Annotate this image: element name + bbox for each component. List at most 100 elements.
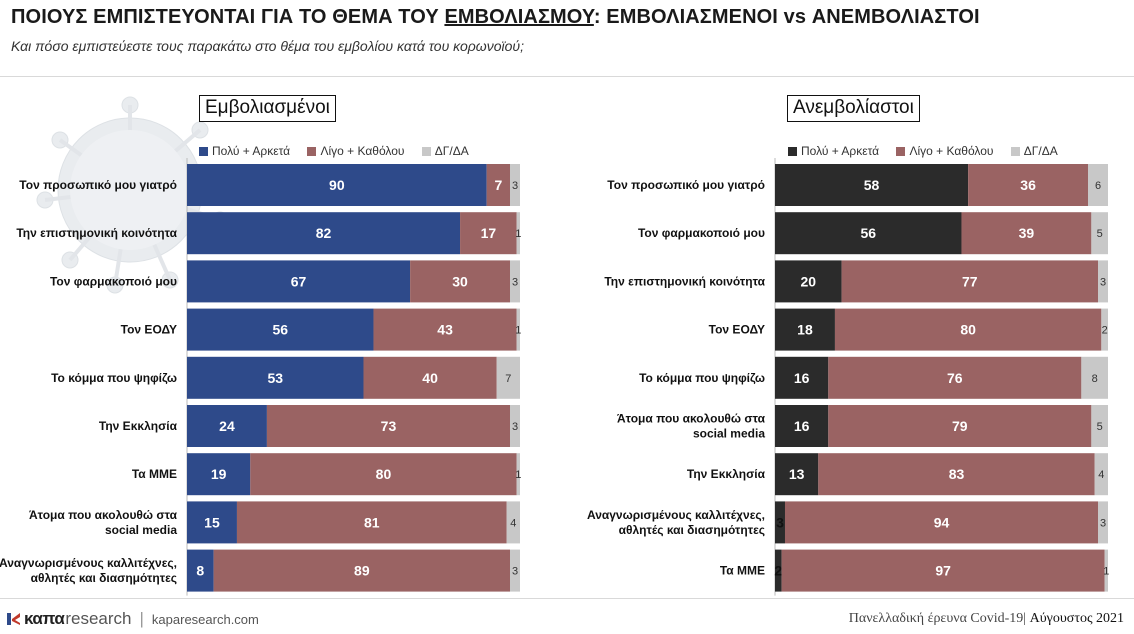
data-label-dk: 1 [515, 325, 521, 337]
data-label-low: 94 [934, 514, 950, 530]
bar-segment-low [236, 501, 507, 544]
data-label-low: 80 [960, 322, 976, 338]
legend-swatch-dk [421, 146, 431, 156]
data-label-dk: 4 [1098, 469, 1104, 481]
data-label-dk: 5 [1097, 421, 1103, 433]
category-label: Τα ΜΜΕ [132, 467, 177, 481]
data-label-dk: 1 [515, 469, 521, 481]
bar-segment-dk [1098, 260, 1108, 303]
data-label-low: 83 [949, 466, 965, 482]
header-divider [0, 76, 1134, 77]
vaccinated-panel-title: Εμβολιασμένοι [199, 95, 336, 122]
bar-segment-low [961, 212, 1092, 255]
data-label-high: 53 [267, 370, 283, 386]
data-label-high: 58 [864, 177, 880, 193]
data-label-low: 39 [1019, 225, 1035, 241]
category-label: Την Εκκλησία [687, 467, 766, 481]
data-label-high: 19 [211, 466, 227, 482]
data-label-dk: 7 [505, 373, 511, 385]
bar-segment-high [187, 356, 364, 399]
bar-segment-high [775, 212, 962, 255]
data-label-high: 13 [789, 466, 805, 482]
page-title: ΠΟΙΟΥΣ ΕΜΠΙΣΤΕΥΟΝΤΑΙ ΓΙΑ ΤΟ ΘΕΜΑ ΤΟΥ ΕΜΒ… [11, 6, 980, 29]
survey-name: Πανελλαδική έρευνα Covid-19| [848, 611, 1027, 626]
bar-segment-dk [1088, 164, 1108, 206]
bar-segment-low [373, 308, 517, 351]
data-label-high: 56 [272, 322, 288, 338]
data-label-low: 73 [381, 418, 397, 434]
category-label: Αναγνωρισμένους καλλιτέχνες, αθλητές και … [587, 508, 765, 537]
bar-segment-high [775, 308, 835, 351]
bar-segment-dk [510, 164, 520, 206]
category-label: Τον φαρμακοποιό μου [50, 274, 177, 288]
virus-illustration-decoration [36, 96, 229, 294]
bar-segment-high [775, 164, 969, 206]
category-label: Άτομα που ακολουθώ στα social media [617, 412, 766, 441]
bar-segment-low [784, 501, 1099, 544]
legend-item-dk: ΔΓ/ΔΑ [421, 144, 469, 158]
bar-segment-high [775, 549, 782, 592]
bar-segment-high [775, 356, 829, 399]
data-label-high: 2 [774, 563, 782, 579]
page-subtitle: Και πόσο εμπιστεύεστε τους παρακάτω στο … [11, 38, 524, 54]
brand-name-light: research [65, 609, 132, 628]
bar-segment-dk [1098, 501, 1108, 544]
data-label-dk: 2 [1102, 325, 1108, 337]
data-label-dk: 5 [1097, 228, 1103, 240]
survey-month: Αύγουστος 2021 [1029, 611, 1124, 626]
data-label-low: 17 [481, 225, 497, 241]
category-label: Τα ΜΜΕ [720, 564, 765, 578]
bar-segment-low [250, 453, 517, 496]
category-label: Την επιστημονική κοινότητα [604, 274, 765, 288]
data-label-dk: 4 [510, 517, 516, 529]
data-label-dk: 3 [512, 180, 518, 192]
legend-swatch-high [199, 146, 208, 156]
data-label-low: 76 [947, 370, 963, 386]
data-label-low: 97 [935, 563, 951, 579]
category-label: Αναγνωρισμένους καλλιτέχνες, αθλητές και … [0, 556, 177, 585]
category-label: Τον ΕΟΔΥ [709, 323, 765, 337]
bar-segment-dk [510, 405, 520, 447]
data-label-low: 30 [452, 273, 468, 289]
data-label-low: 40 [422, 370, 438, 386]
data-label-dk: 3 [1100, 276, 1106, 288]
data-label-high: 3 [776, 514, 784, 530]
data-label-high: 8 [196, 563, 204, 579]
bar-segment-high [187, 308, 374, 351]
bar-segment-high [775, 260, 842, 303]
legend-swatch-high [788, 146, 797, 156]
legend-item-dk: ΔΓ/ΔΑ [1010, 144, 1058, 158]
data-label-high: 90 [329, 177, 345, 193]
bar-segment-low [266, 405, 511, 447]
unvaccinated-legend: Πολύ + Αρκετά Λίγο + Καθόλου ΔΓ/ΔΑ [788, 144, 1072, 159]
data-label-low: 77 [962, 273, 978, 289]
bar-segment-dk [516, 308, 520, 351]
bar-segment-dk [510, 260, 520, 303]
data-label-low: 89 [354, 563, 370, 579]
bar-segment-high [775, 501, 785, 544]
data-label-low: 43 [437, 322, 453, 338]
bar-segment-low [834, 308, 1102, 351]
data-label-dk: 3 [512, 276, 518, 288]
brand-website: kaparesearch.com [151, 611, 259, 627]
bar-segment-low [828, 405, 1092, 447]
bar-segment-dk [1104, 549, 1108, 592]
legend-swatch-low [307, 146, 317, 156]
footer-divider [0, 598, 1134, 599]
vaccinated-legend: Πολύ + Αρκετά Λίγο + Καθόλου ΔΓ/ΔΑ [199, 144, 483, 159]
bar-segment-high [187, 164, 487, 206]
category-label: Τον προσωπικό μου γιατρό [607, 178, 765, 192]
data-label-high: 16 [794, 418, 810, 434]
bar-segment-high [187, 549, 214, 592]
bar-segment-high [187, 260, 411, 303]
footer-separator: | [139, 609, 144, 628]
survey-info: Πανελλαδική έρευνα Covid-19| Αύγουστος 2… [849, 611, 1124, 627]
bar-segment-dk [1081, 356, 1108, 399]
legend-item-high: Πολύ + Αρκετά [788, 144, 879, 158]
data-label-dk: 3 [512, 566, 518, 578]
data-label-high: 82 [316, 225, 332, 241]
data-label-high: 20 [801, 273, 817, 289]
bar-segment-high [775, 405, 829, 447]
category-label: Τον ΕΟΔΥ [121, 323, 177, 337]
